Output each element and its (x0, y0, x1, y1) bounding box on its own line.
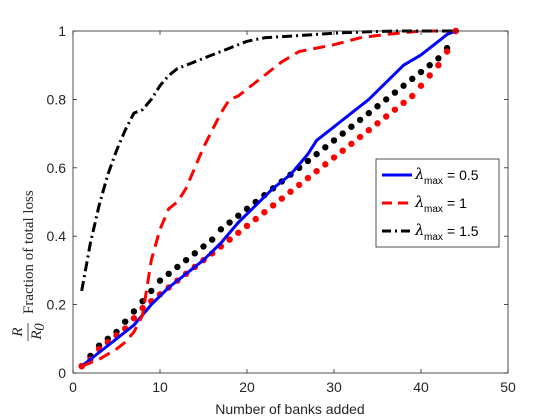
series-1 (80, 29, 457, 368)
legend-entry-2: λ max = 1 (382, 193, 467, 215)
series-5-point (287, 188, 294, 195)
series-4-point (209, 236, 216, 243)
y-axis-label: R R 0 Fraction of total loss (10, 190, 48, 341)
series-4-point (156, 277, 164, 284)
series-5-point (330, 154, 338, 161)
x-tick-label: 40 (413, 379, 429, 395)
series-4-point (426, 61, 433, 69)
legend-entry-3: λ max = 1.5 (382, 221, 479, 243)
series-4-point (365, 109, 372, 117)
series-5-point (261, 209, 268, 216)
series-4-point (322, 144, 329, 151)
legend-entry-1: λ max = 0.5 (382, 165, 479, 187)
series-5-point (226, 236, 233, 243)
series-4-point (339, 130, 346, 137)
axes-box (72, 30, 509, 374)
series-5-point (322, 161, 329, 168)
series-5-point (243, 222, 251, 230)
series-5-point (443, 48, 451, 55)
series-4-point (226, 219, 233, 226)
series-5-point (356, 133, 364, 141)
y-label-frac-den: R (29, 330, 45, 340)
series-4-point (400, 82, 407, 89)
y-label-frac-num: R (10, 327, 26, 337)
series-5-point (348, 140, 355, 148)
series-4-point (313, 150, 320, 158)
series-5-point (426, 72, 433, 79)
series-5-point (400, 99, 407, 107)
y-tick-label: 0 (58, 365, 66, 381)
ticks-layer: 0 10 20 30 40 50 0 0.2 0.4 0.6 0.8 1 (47, 23, 516, 395)
y-tick-label: 1 (58, 23, 66, 39)
series-5-point (278, 195, 285, 202)
y-label-text: Fraction of total loss (21, 190, 37, 314)
series-4-point (417, 68, 425, 76)
x-tick-label: 0 (69, 379, 77, 395)
x-tick-label: 50 (500, 379, 516, 395)
series-4-point (435, 55, 442, 62)
series-4-point (409, 75, 416, 83)
series-4-point (165, 270, 172, 278)
series-5-point (339, 147, 346, 154)
series-4-point (348, 123, 355, 130)
series-5-point (409, 92, 416, 100)
series-5-point (235, 229, 242, 236)
series-5-point (391, 106, 399, 113)
series-4-point (217, 226, 225, 233)
legend-lambda-3: λ (414, 221, 425, 239)
x-tick-label: 20 (239, 379, 255, 395)
series-4-point (191, 250, 198, 257)
series-5-point (435, 61, 442, 69)
y-tick-label: 0.4 (47, 228, 67, 244)
series-4-point (374, 103, 381, 110)
y-tick-label: 0.8 (47, 91, 67, 107)
series-layer (78, 27, 459, 370)
series-1-line (80, 29, 457, 368)
legend-sub-1: max (424, 176, 443, 187)
legend-sub-3: max (424, 232, 443, 243)
legend-lambda-1: λ (414, 165, 425, 183)
y-tick-label: 0.6 (47, 160, 67, 176)
series-5-point (296, 181, 303, 189)
series-5-point (130, 315, 138, 322)
series-4-point (122, 318, 129, 325)
series-3-line (80, 29, 456, 292)
series-5-point (365, 126, 372, 134)
legend-value-1: = 0.5 (447, 167, 479, 183)
legend-lambda-2: λ (414, 193, 425, 211)
series-4-point (330, 137, 338, 144)
series-4-point (200, 243, 207, 250)
series-4-point (174, 263, 181, 271)
x-tick-label: 10 (152, 379, 168, 395)
y-tick-label: 0.2 (47, 297, 67, 313)
series-4-point (304, 157, 312, 165)
series-3 (80, 29, 456, 292)
series-5-point (304, 174, 312, 182)
series-4-point (383, 96, 390, 103)
series-5-point (269, 202, 277, 209)
y-label-frac-den-sub: 0 (32, 323, 48, 331)
series-5-point (417, 82, 425, 89)
series-4-point (148, 287, 155, 295)
x-axis-label: Number of banks added (215, 401, 364, 417)
legend-sub-2: max (424, 204, 443, 215)
series-5-point (383, 113, 390, 120)
series-4-point (356, 116, 364, 124)
series-5 (78, 27, 459, 370)
series-4-point (235, 212, 242, 219)
series-5-point (252, 215, 259, 223)
series-4-point (130, 308, 138, 315)
series-4-point (182, 256, 190, 264)
series-4-point (391, 89, 399, 96)
legend-value-3: = 1.5 (447, 223, 479, 239)
legend-value-2: = 1 (447, 195, 467, 211)
x-tick-label: 30 (326, 379, 342, 395)
legend: λ max = 0.5 λ max = 1 λ max = 1.5 (375, 158, 500, 248)
series-5-point (374, 120, 381, 127)
series-5-point (139, 304, 146, 312)
series-5-point (313, 168, 320, 175)
